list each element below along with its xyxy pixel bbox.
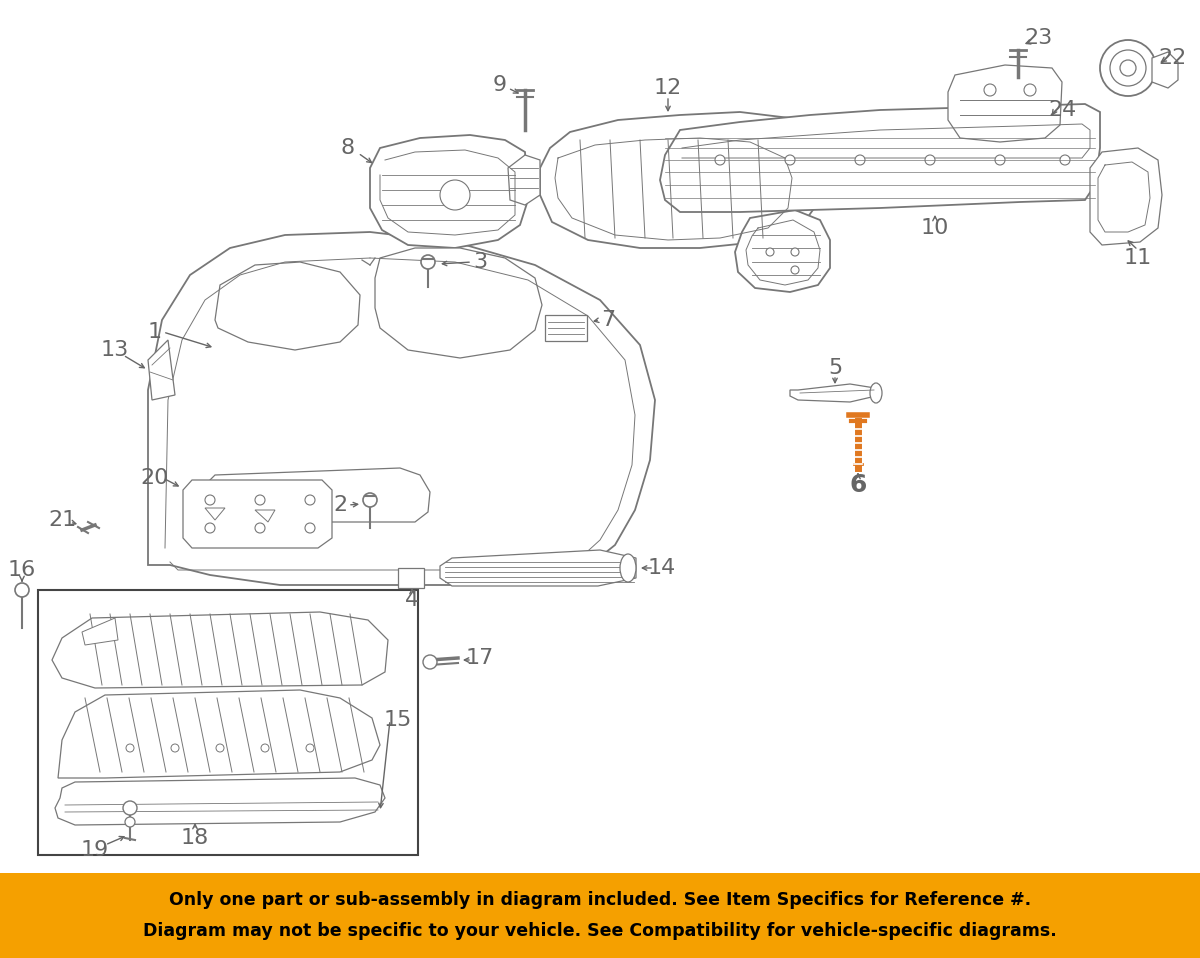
Text: 11: 11: [1124, 248, 1152, 268]
Text: Only one part or sub-assembly in diagram included. See Item Specifics for Refere: Only one part or sub-assembly in diagram…: [169, 891, 1031, 909]
Circle shape: [925, 155, 935, 165]
Text: 7: 7: [601, 310, 616, 330]
Text: 5: 5: [828, 358, 842, 378]
Circle shape: [205, 495, 215, 505]
Circle shape: [766, 248, 774, 256]
Circle shape: [1100, 40, 1156, 96]
Circle shape: [1120, 60, 1136, 76]
Text: 14: 14: [648, 558, 676, 578]
Text: 10: 10: [920, 218, 949, 238]
Text: 22: 22: [1158, 48, 1186, 68]
Circle shape: [256, 523, 265, 533]
Circle shape: [364, 493, 377, 507]
Bar: [0, 873, 1200, 958]
Circle shape: [124, 801, 137, 815]
Polygon shape: [55, 778, 385, 825]
Polygon shape: [790, 384, 876, 402]
Polygon shape: [1090, 148, 1162, 245]
Text: 8: 8: [341, 138, 355, 158]
Circle shape: [172, 744, 179, 752]
Circle shape: [791, 266, 799, 274]
Text: 23: 23: [1024, 28, 1052, 48]
Circle shape: [785, 155, 796, 165]
Circle shape: [854, 155, 865, 165]
Polygon shape: [194, 468, 430, 522]
Polygon shape: [58, 690, 380, 778]
Ellipse shape: [620, 554, 636, 582]
Circle shape: [791, 248, 799, 256]
Polygon shape: [182, 480, 332, 548]
Bar: [545, 315, 587, 341]
Circle shape: [216, 744, 224, 752]
Circle shape: [306, 744, 314, 752]
Polygon shape: [148, 340, 175, 400]
Polygon shape: [948, 65, 1062, 142]
Text: 9: 9: [493, 75, 508, 95]
Text: 1: 1: [148, 322, 162, 342]
Text: 15: 15: [384, 710, 412, 730]
Ellipse shape: [870, 383, 882, 403]
Circle shape: [984, 84, 996, 96]
Text: 24: 24: [1048, 100, 1076, 120]
Circle shape: [421, 255, 436, 269]
Text: 6: 6: [850, 473, 866, 497]
Circle shape: [424, 655, 437, 669]
Polygon shape: [205, 508, 226, 520]
Circle shape: [126, 744, 134, 752]
Circle shape: [995, 155, 1006, 165]
Circle shape: [256, 495, 265, 505]
Text: Diagram may not be specific to your vehicle. See Compatibility for vehicle-speci: Diagram may not be specific to your vehi…: [143, 922, 1057, 940]
Polygon shape: [660, 104, 1100, 212]
Polygon shape: [540, 112, 826, 248]
Text: 18: 18: [181, 828, 209, 848]
Polygon shape: [440, 550, 636, 586]
Text: 13: 13: [101, 340, 130, 360]
Circle shape: [305, 523, 314, 533]
Circle shape: [1110, 50, 1146, 86]
Polygon shape: [1152, 52, 1178, 88]
Text: 21: 21: [48, 510, 76, 530]
Text: 17: 17: [466, 648, 494, 668]
Circle shape: [205, 523, 215, 533]
Text: 19: 19: [80, 840, 109, 860]
Text: 16: 16: [8, 560, 36, 580]
Text: 3: 3: [473, 252, 487, 272]
Circle shape: [1024, 84, 1036, 96]
Polygon shape: [374, 248, 542, 358]
Circle shape: [1060, 155, 1070, 165]
Circle shape: [305, 495, 314, 505]
Text: 20: 20: [140, 468, 169, 488]
Circle shape: [125, 817, 134, 827]
Bar: [38, 590, 418, 855]
Polygon shape: [215, 262, 360, 350]
Text: 12: 12: [654, 78, 682, 98]
Circle shape: [262, 744, 269, 752]
Circle shape: [14, 583, 29, 597]
Polygon shape: [52, 612, 388, 688]
Circle shape: [715, 155, 725, 165]
Text: 4: 4: [404, 590, 419, 610]
Circle shape: [440, 180, 470, 210]
Polygon shape: [508, 155, 540, 205]
Polygon shape: [256, 510, 275, 522]
Polygon shape: [734, 210, 830, 292]
Polygon shape: [148, 232, 655, 585]
Text: 2: 2: [332, 495, 347, 515]
Bar: [398, 568, 424, 588]
Polygon shape: [370, 135, 528, 248]
Polygon shape: [82, 618, 118, 645]
